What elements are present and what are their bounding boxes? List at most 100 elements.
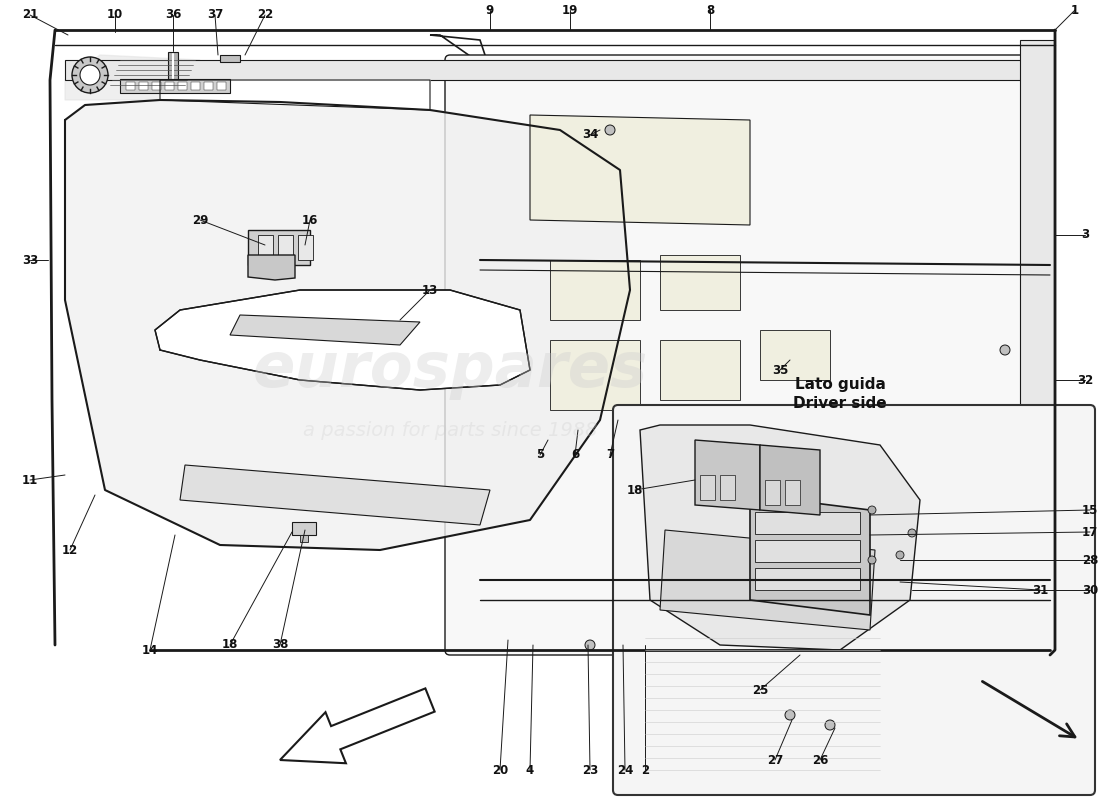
Text: 30: 30 — [1082, 583, 1098, 597]
Text: 37: 37 — [207, 9, 223, 22]
Polygon shape — [700, 475, 715, 500]
Polygon shape — [750, 495, 870, 615]
Text: 7: 7 — [606, 449, 614, 462]
Polygon shape — [152, 82, 161, 90]
Polygon shape — [530, 115, 750, 225]
Text: 19: 19 — [562, 3, 579, 17]
Text: 18: 18 — [222, 638, 239, 651]
Text: 14: 14 — [142, 643, 158, 657]
Text: 16: 16 — [301, 214, 318, 226]
Polygon shape — [760, 330, 830, 380]
Circle shape — [815, 630, 825, 640]
Text: 21: 21 — [22, 9, 38, 22]
Polygon shape — [168, 52, 178, 80]
Polygon shape — [300, 535, 308, 542]
Text: 4: 4 — [526, 763, 535, 777]
Text: 36: 36 — [165, 9, 182, 22]
Text: 32: 32 — [1077, 374, 1093, 386]
Text: 24: 24 — [617, 763, 634, 777]
Text: eurospares: eurospares — [252, 340, 648, 400]
Polygon shape — [785, 480, 800, 505]
Polygon shape — [178, 82, 187, 90]
Circle shape — [868, 506, 876, 514]
Polygon shape — [278, 235, 293, 260]
FancyBboxPatch shape — [446, 55, 1055, 655]
Polygon shape — [755, 540, 860, 562]
Circle shape — [605, 125, 615, 135]
Text: 11: 11 — [22, 474, 38, 486]
Polygon shape — [430, 35, 490, 70]
Text: 6: 6 — [571, 449, 579, 462]
Polygon shape — [640, 425, 920, 650]
Circle shape — [72, 57, 108, 93]
Polygon shape — [760, 445, 820, 515]
Polygon shape — [65, 60, 1050, 80]
Polygon shape — [292, 522, 316, 535]
Polygon shape — [755, 512, 860, 534]
Polygon shape — [220, 55, 240, 62]
Polygon shape — [660, 340, 740, 400]
Text: 29: 29 — [191, 214, 208, 226]
Polygon shape — [258, 235, 273, 260]
FancyBboxPatch shape — [613, 405, 1094, 795]
Text: 9: 9 — [486, 3, 494, 17]
Text: 23: 23 — [582, 763, 598, 777]
Text: 26: 26 — [812, 754, 828, 766]
Polygon shape — [126, 82, 135, 90]
Polygon shape — [120, 79, 230, 93]
Circle shape — [1000, 345, 1010, 355]
Polygon shape — [155, 290, 530, 390]
Polygon shape — [1020, 40, 1055, 650]
Text: Lato guida: Lato guida — [794, 378, 886, 393]
Text: 2: 2 — [641, 763, 649, 777]
Circle shape — [896, 551, 904, 559]
Polygon shape — [755, 568, 860, 590]
Circle shape — [908, 529, 916, 537]
Circle shape — [585, 640, 595, 650]
Text: 3: 3 — [1081, 229, 1089, 242]
Text: a passion for parts since 1988: a passion for parts since 1988 — [302, 421, 597, 439]
Polygon shape — [65, 100, 630, 550]
Polygon shape — [230, 315, 420, 345]
Text: 38: 38 — [272, 638, 288, 651]
Polygon shape — [139, 82, 148, 90]
Text: 10: 10 — [107, 9, 123, 22]
Polygon shape — [248, 230, 310, 265]
Polygon shape — [660, 255, 740, 310]
Circle shape — [785, 710, 795, 720]
Text: 33: 33 — [22, 254, 38, 266]
Polygon shape — [660, 530, 874, 630]
Text: 27: 27 — [767, 754, 783, 766]
Text: 18: 18 — [627, 483, 644, 497]
Text: 13: 13 — [422, 283, 438, 297]
Text: 5: 5 — [536, 449, 544, 462]
Text: 25: 25 — [751, 683, 768, 697]
FancyArrow shape — [280, 688, 434, 763]
Text: 12: 12 — [62, 543, 78, 557]
Text: 22: 22 — [257, 9, 273, 22]
Polygon shape — [764, 480, 780, 505]
Text: 1: 1 — [1071, 3, 1079, 17]
Polygon shape — [720, 475, 735, 500]
Polygon shape — [217, 82, 226, 90]
Polygon shape — [165, 82, 174, 90]
Polygon shape — [550, 260, 640, 320]
Text: 8: 8 — [706, 3, 714, 17]
Polygon shape — [160, 80, 430, 110]
Text: 17: 17 — [1082, 526, 1098, 538]
Polygon shape — [550, 340, 640, 410]
Text: 31: 31 — [1032, 583, 1048, 597]
Polygon shape — [191, 82, 200, 90]
Circle shape — [868, 556, 876, 564]
Circle shape — [996, 640, 1005, 650]
Text: 20: 20 — [492, 763, 508, 777]
Text: 34: 34 — [582, 129, 598, 142]
Polygon shape — [204, 82, 213, 90]
Text: 35: 35 — [772, 363, 789, 377]
Polygon shape — [248, 255, 295, 280]
Polygon shape — [298, 235, 314, 260]
Text: Driver side: Driver side — [793, 395, 887, 410]
Circle shape — [80, 65, 100, 85]
Polygon shape — [695, 440, 760, 510]
Circle shape — [825, 720, 835, 730]
